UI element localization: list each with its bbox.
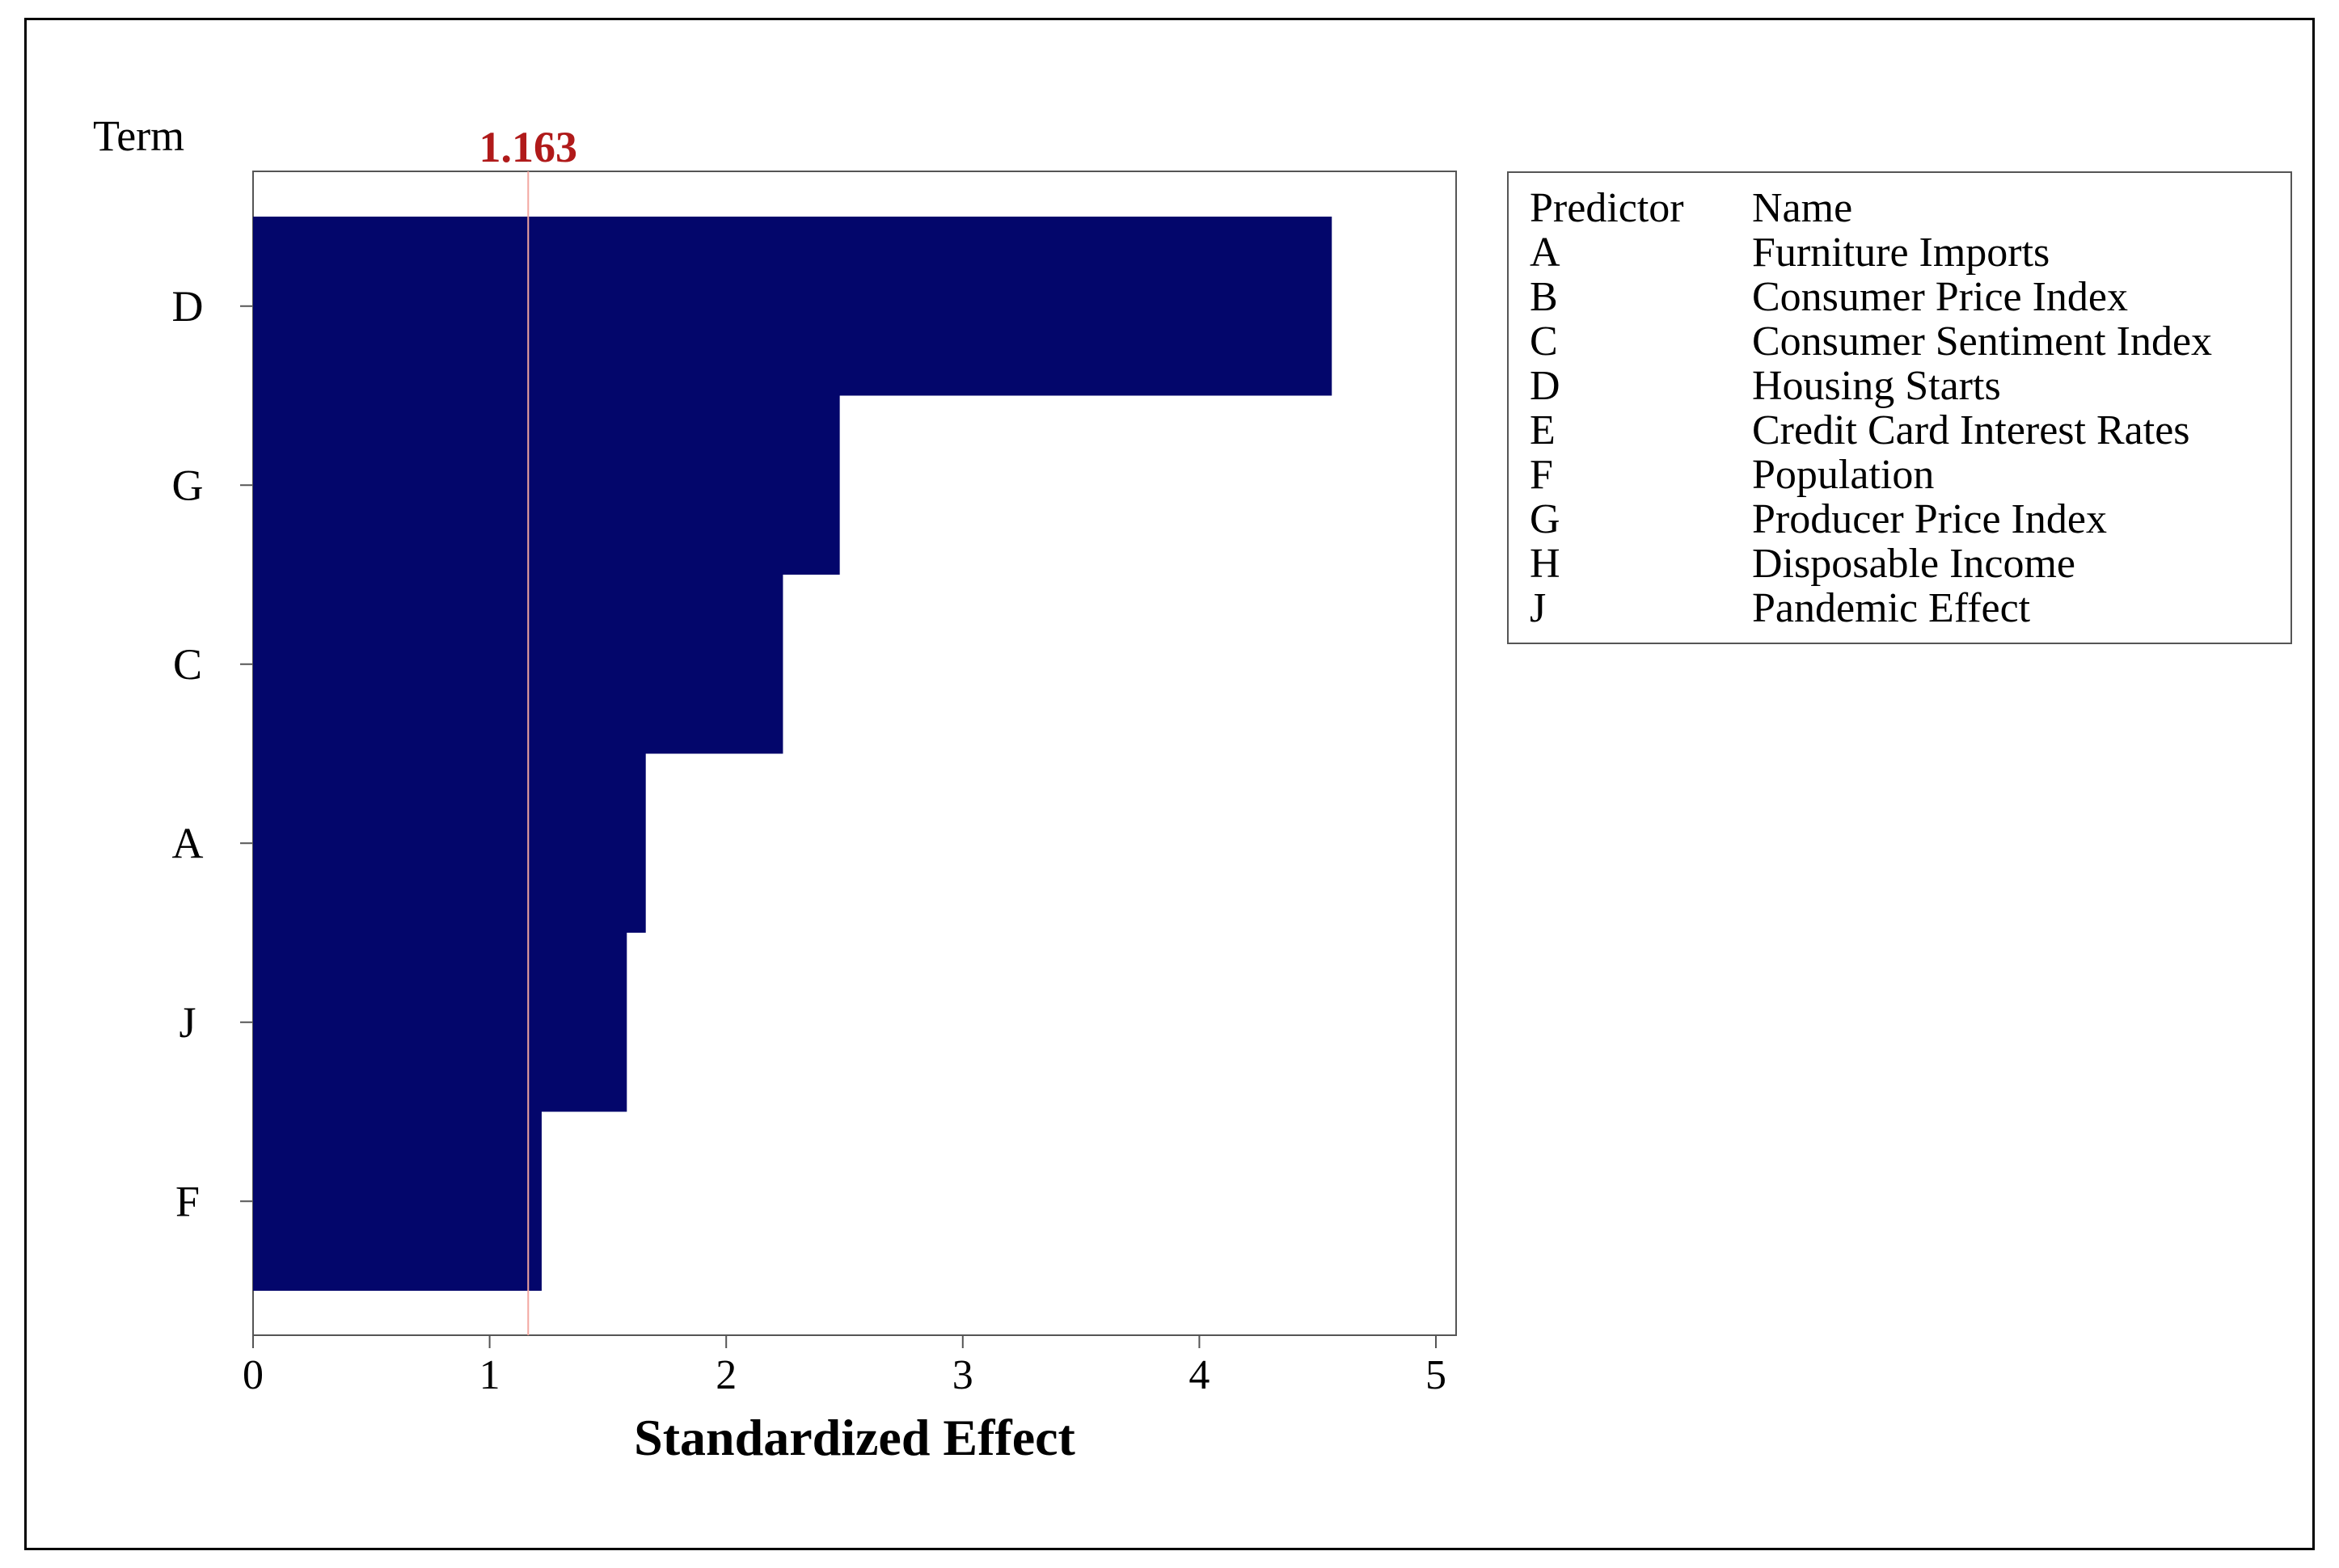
legend-box [1507, 171, 2292, 644]
legend-code-H: H [1530, 541, 1560, 587]
y-tick-label-A: A [172, 819, 204, 867]
x-axis-label: Standardized Effect [634, 1409, 1075, 1466]
legend-header-predictor: Predictor [1530, 185, 1684, 231]
legend-code-F: F [1530, 452, 1553, 498]
x-tick-label: 1 [479, 1352, 500, 1398]
bars-group [253, 217, 1332, 1291]
legend-code-D: D [1530, 363, 1560, 409]
x-tick-label: 4 [1188, 1352, 1210, 1398]
x-ticks-group: 0 1 2 3 4 5 [243, 1335, 1446, 1398]
legend-name-E: Credit Card Interest Rates [1752, 407, 2190, 453]
x-tick-label: 5 [1425, 1352, 1446, 1398]
y-tick-label-J: J [179, 998, 196, 1047]
legend-code-A: A [1530, 230, 1560, 276]
legend-name-B: Consumer Price Index [1752, 274, 2128, 320]
bar-A [253, 753, 646, 933]
legend-name-A: Furniture Imports [1752, 230, 2050, 276]
y-tick-label-G: G [172, 461, 204, 509]
bar-F [253, 1111, 542, 1291]
bar-C [253, 575, 783, 754]
bar-G [253, 395, 840, 575]
legend-name-G: Producer Price Index [1752, 496, 2107, 542]
y-axis-header: Term [93, 112, 184, 160]
legend-name-H: Disposable Income [1752, 541, 2075, 587]
legend-code-G: G [1530, 496, 1560, 542]
bar-D [253, 217, 1332, 396]
x-tick-label: 2 [716, 1352, 737, 1398]
reference-line-label: 1.163 [479, 123, 578, 171]
y-tick-label-F: F [175, 1177, 200, 1225]
legend-name-J: Pandemic Effect [1752, 585, 2031, 631]
x-tick-label: 3 [952, 1352, 973, 1398]
legend-header-name: Name [1752, 185, 1852, 231]
legend-code-J: J [1530, 585, 1546, 631]
bar-J [253, 933, 627, 1112]
legend-code-B: B [1530, 274, 1558, 320]
legend-name-F: Population [1752, 452, 1934, 498]
y-tick-label-C: C [173, 640, 202, 689]
legend-code-E: E [1530, 407, 1556, 453]
legend-code-C: C [1530, 318, 1558, 365]
predictor-legend: Predictor Name A Furniture Imports B Consum… [1507, 171, 2292, 644]
y-tick-label-D: D [172, 282, 204, 331]
x-tick-label: 0 [243, 1352, 264, 1398]
y-ticks-group: D G C A J F [172, 282, 253, 1225]
legend-name-C: Consumer Sentiment Index [1752, 318, 2212, 365]
legend-name-D: Housing Starts [1752, 363, 2001, 409]
